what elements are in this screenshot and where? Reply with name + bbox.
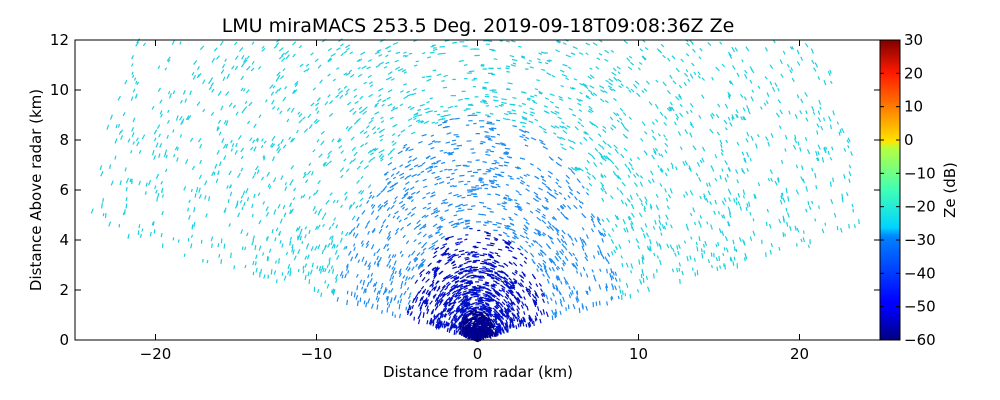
colorbar-label: Ze (dB) (941, 162, 959, 218)
colorbar-ticks: −60 −50 −40 −30 −20 −10 0 10 20 30 (880, 31, 936, 349)
x-axis-ticks: −20 −10 0 10 20 (140, 40, 809, 363)
x-tick-label: −20 (140, 345, 172, 363)
colorbar-tick-label: −40 (904, 264, 936, 282)
y-tick-label: 8 (59, 131, 69, 149)
reflectivity-gates (90, 38, 860, 343)
gates-far-range (90, 38, 860, 301)
x-tick-label: 10 (629, 345, 648, 363)
colorbar-tick-label: 20 (904, 64, 923, 82)
x-tick-label: −10 (301, 345, 333, 363)
gates-near-range (406, 228, 549, 337)
y-axis-label: Distance Above radar (km) (27, 89, 45, 291)
colorbar-tick-label: −20 (904, 198, 936, 216)
colorbar-tick-label: 0 (904, 131, 914, 149)
y-tick-label: 0 (59, 331, 69, 349)
colorbar-tick-label: 10 (904, 98, 923, 116)
y-axis-ticks: 0 2 4 6 8 10 12 (50, 31, 880, 349)
x-tick-label: 0 (473, 345, 483, 363)
y-tick-label: 12 (50, 31, 69, 49)
y-tick-label: 2 (59, 281, 69, 299)
colorbar: −60 −50 −40 −30 −20 −10 0 10 20 30 Ze (dB) (879, 31, 959, 349)
y-tick-label: 4 (59, 231, 69, 249)
colorbar-tick-label: 30 (904, 31, 923, 49)
x-axis-label: Distance from radar (km) (383, 363, 573, 381)
colorbar-tick-label: −50 (904, 298, 936, 316)
colorbar-tick-label: −60 (904, 331, 936, 349)
x-tick-label: 20 (790, 345, 809, 363)
colorbar-gradient (879, 39, 901, 341)
gates-mid-range (336, 114, 620, 321)
y-tick-label: 10 (50, 81, 69, 99)
plot-area: −20 −10 0 10 20 0 2 4 6 8 10 12 (50, 31, 881, 363)
colorbar-tick-label: −10 (904, 164, 936, 182)
y-tick-label: 6 (59, 181, 69, 199)
chart-title: LMU miraMACS 253.5 Deg. 2019-09-18T09:08… (222, 15, 735, 37)
colorbar-tick-label: −30 (904, 231, 936, 249)
